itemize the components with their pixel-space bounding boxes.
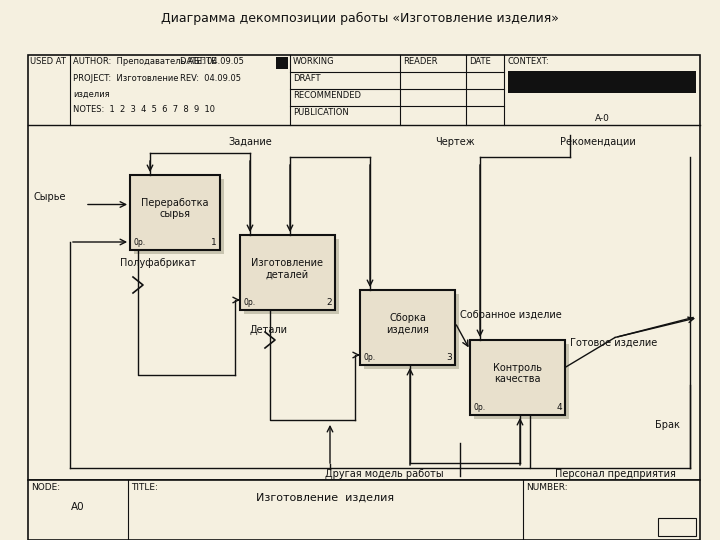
Text: 0р.: 0р. xyxy=(473,403,485,412)
Bar xyxy=(474,344,569,419)
Bar xyxy=(360,290,455,365)
Text: NOTES:  1  2  3  4  5  6  7  8  9  10: NOTES: 1 2 3 4 5 6 7 8 9 10 xyxy=(73,105,215,114)
Text: RECOMMENDED: RECOMMENDED xyxy=(293,91,361,100)
Text: изделия: изделия xyxy=(73,90,109,99)
Text: Собранное изделие: Собранное изделие xyxy=(460,310,562,321)
Text: READER: READER xyxy=(403,57,438,66)
Text: A0: A0 xyxy=(71,502,85,512)
Text: 0р.: 0р. xyxy=(243,298,255,307)
Text: Сборка
изделия: Сборка изделия xyxy=(386,313,429,334)
Text: Изготовление  изделия: Изготовление изделия xyxy=(256,493,395,503)
Bar xyxy=(28,480,700,540)
Text: NUMBER:: NUMBER: xyxy=(526,483,567,492)
Bar xyxy=(244,239,339,314)
Text: Брак: Брак xyxy=(655,420,680,430)
Text: PUBLICATION: PUBLICATION xyxy=(293,108,348,117)
Text: Изготовление
деталей: Изготовление деталей xyxy=(251,258,323,279)
Bar xyxy=(130,175,220,250)
Text: Диаграмма декомпозиции работы «Изготовление изделия»: Диаграмма декомпозиции работы «Изготовле… xyxy=(161,12,559,25)
Bar xyxy=(658,518,696,536)
Text: TITLE:: TITLE: xyxy=(131,483,158,492)
Text: Рекомендации: Рекомендации xyxy=(560,137,636,147)
Text: DATE: 04.09.05: DATE: 04.09.05 xyxy=(180,57,244,66)
Text: 2: 2 xyxy=(326,298,332,307)
Text: Сырье: Сырье xyxy=(33,192,66,202)
Text: REV:  04.09.05: REV: 04.09.05 xyxy=(180,74,241,83)
Bar xyxy=(28,55,700,480)
Text: Полуфабрикат: Полуфабрикат xyxy=(120,258,196,268)
Text: 0р.: 0р. xyxy=(133,238,145,247)
Text: WORKING: WORKING xyxy=(293,57,335,66)
Text: Детали: Детали xyxy=(250,325,288,335)
Text: Переработка
сырья: Переработка сырья xyxy=(141,198,209,219)
Text: Готовое изделие: Готовое изделие xyxy=(570,338,657,348)
Text: Чертеж: Чертеж xyxy=(435,137,474,147)
Text: 3: 3 xyxy=(446,353,452,362)
Text: AUTHOR:  Преподаватель АБПТЕ: AUTHOR: Преподаватель АБПТЕ xyxy=(73,57,217,66)
Text: CONTEXT:: CONTEXT: xyxy=(507,57,549,66)
Text: DRAFT: DRAFT xyxy=(293,74,320,83)
Bar xyxy=(240,235,335,310)
Text: Задание: Задание xyxy=(228,137,271,147)
Bar xyxy=(134,179,224,254)
Bar xyxy=(470,340,565,415)
Text: Другая модель работы: Другая модель работы xyxy=(325,469,444,479)
Text: USED AT: USED AT xyxy=(30,57,66,66)
Bar xyxy=(508,71,696,93)
Text: PROJECT:  Изготовление: PROJECT: Изготовление xyxy=(73,74,179,83)
Text: NODE:: NODE: xyxy=(31,483,60,492)
Text: 1: 1 xyxy=(211,238,217,247)
Text: A-0: A-0 xyxy=(595,114,609,123)
Bar xyxy=(364,294,459,369)
Text: Контроль
качества: Контроль качества xyxy=(493,363,542,384)
Text: Персонал предприятия: Персонал предприятия xyxy=(555,469,676,479)
Text: DATE: DATE xyxy=(469,57,491,66)
Bar xyxy=(276,57,288,69)
Text: 4: 4 xyxy=(557,403,562,412)
Text: 0р.: 0р. xyxy=(363,353,375,362)
